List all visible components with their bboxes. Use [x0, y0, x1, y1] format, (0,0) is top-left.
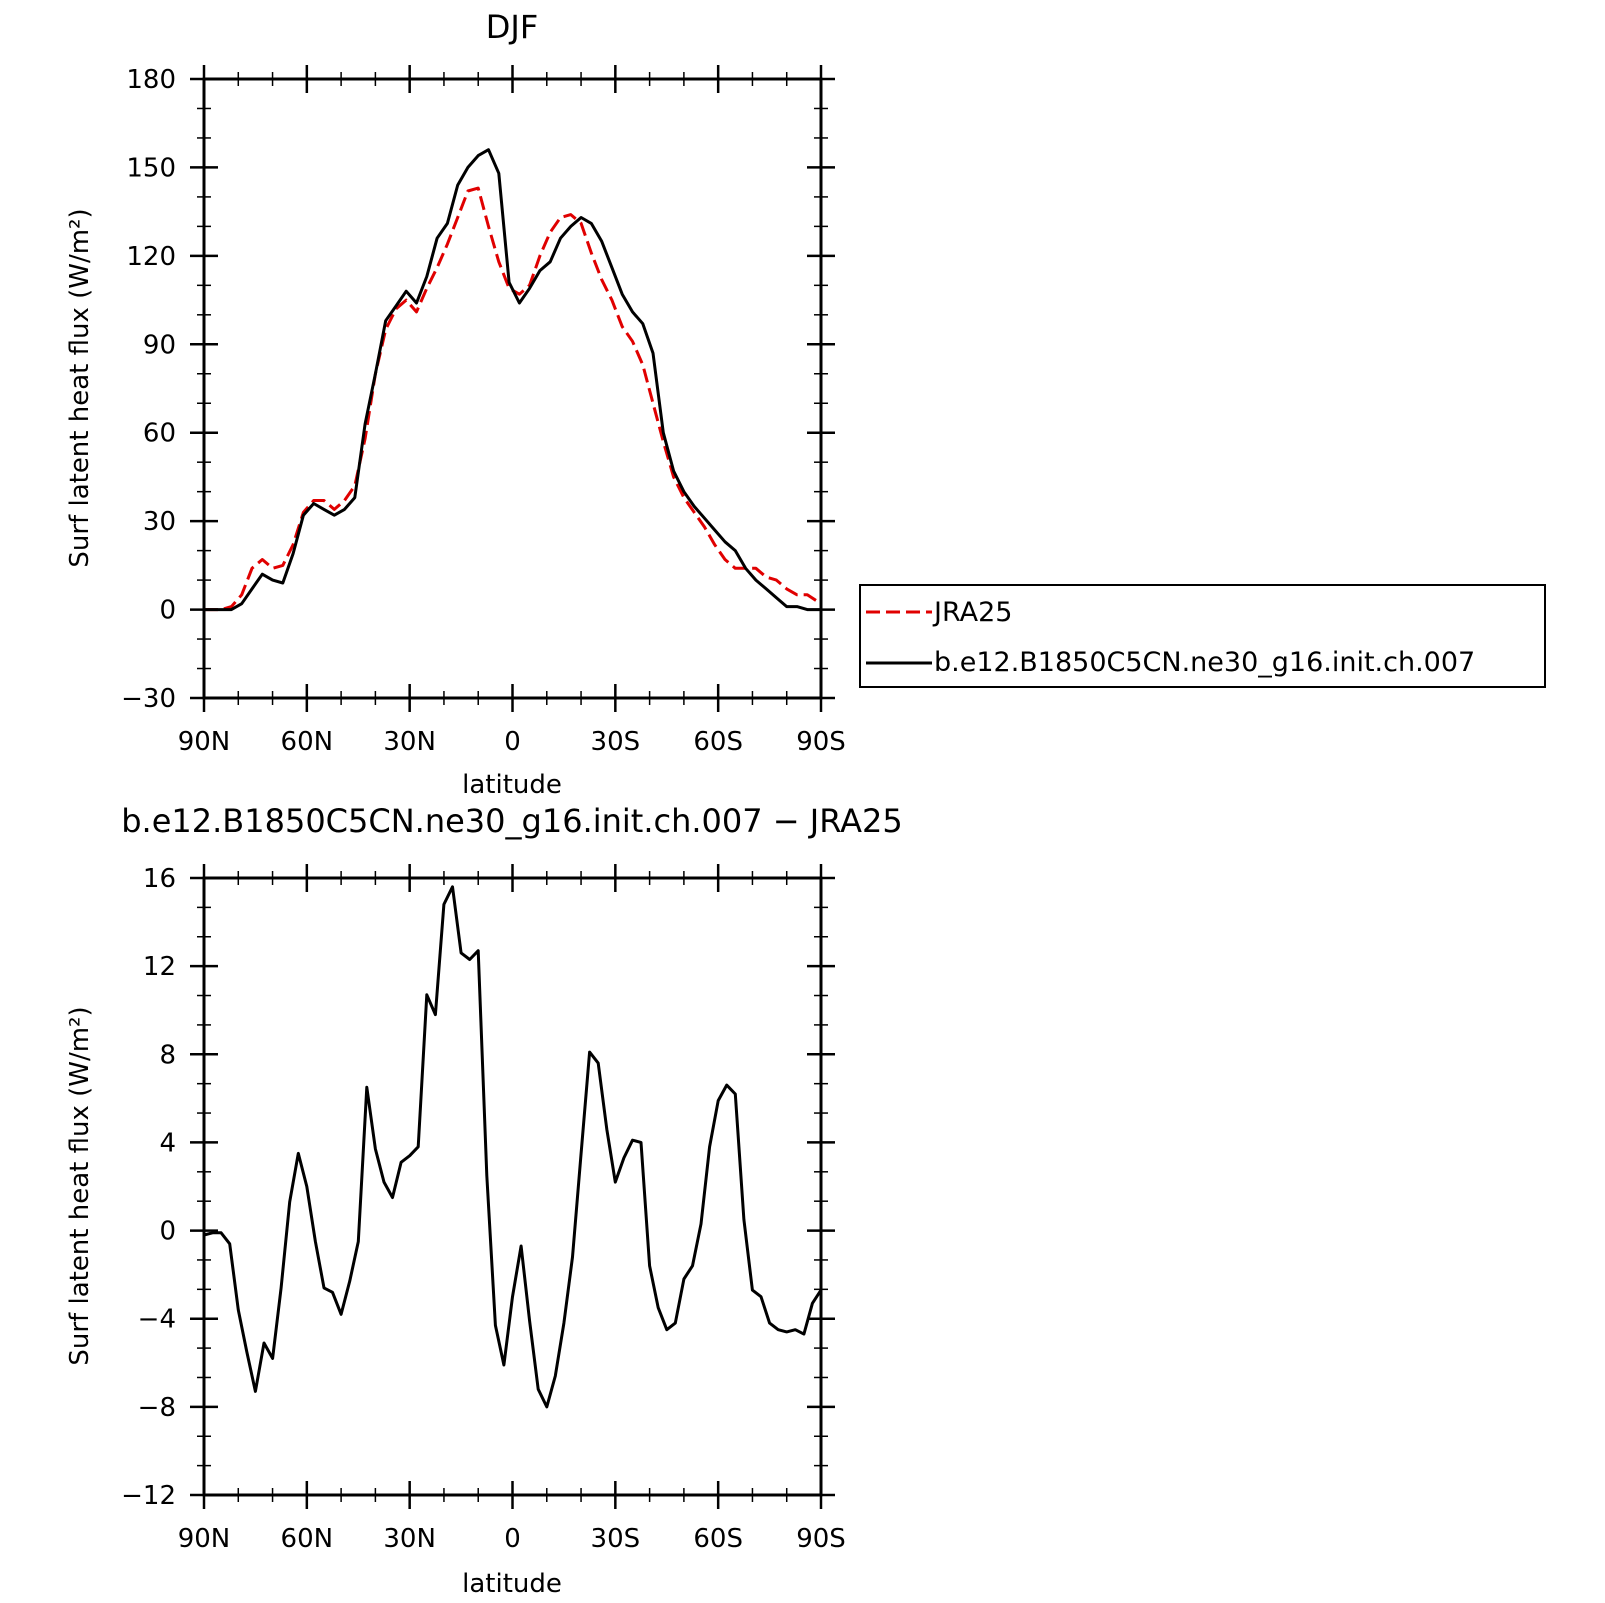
panel-bottom-x-tick-labels: 90N 60N 30N 0 30S 60S 90S: [178, 1524, 846, 1554]
panel-bottom-frame: [202, 876, 823, 1497]
panel-top-x-tick-label: 30N: [383, 727, 436, 757]
panel-top-y-tick-label: 180: [126, 65, 176, 95]
panel-bottom-x-tick-label: 30S: [591, 1524, 641, 1554]
panel-bottom-title: b.e12.B1850C5CN.ne30_g16.init.ch.007 − J…: [121, 802, 903, 840]
panel-top-y-tick-label: −30: [121, 684, 176, 714]
panel-top-y-tick-label: 120: [126, 242, 176, 272]
panel-bottom-y-tick-labels: −12 −8 −4 0 4 8 12 16: [121, 864, 176, 1511]
panel-top-y-tick-label: 0: [159, 596, 176, 626]
panel-top-y-tick-label: 60: [143, 419, 176, 449]
panel-bottom-ticks: [190, 864, 835, 1509]
panel-top-x-tick-labels: 90N 60N 30N 0 30S 60S 90S: [178, 727, 846, 757]
panel-top-x-tick-label: 90N: [178, 727, 231, 757]
panel-bottom-x-tick-label: 90S: [796, 1524, 846, 1554]
panel-bottom-y-tick-label: −4: [138, 1305, 176, 1335]
panel-bottom-x-tick-label: 0: [504, 1524, 521, 1554]
panel-top-x-tick-label: 90S: [796, 727, 846, 757]
panel-bottom-y-tick-label: −12: [121, 1481, 176, 1511]
panel-bottom-x-tick-label: 90N: [178, 1524, 231, 1554]
panel-top-y-axis-title: Surf latent heat flux (W/m²): [65, 208, 95, 567]
panel-top-title: DJF: [486, 8, 538, 46]
panel-bottom-x-tick-label: 30N: [383, 1524, 436, 1554]
panel-bottom-series-line-difference: [203, 885, 823, 1409]
panel-bottom-series: [203, 885, 823, 1409]
panel-top-series: [204, 148, 822, 612]
panel-bottom-y-tick-label: 16: [143, 864, 176, 894]
panel-top-y-tick-labels: −30 0 30 60 90 120 150 180: [121, 65, 176, 714]
legend: JRA25 b.e12.B1850C5CN.ne30_g16.init.ch.0…: [859, 584, 1546, 688]
panel-bottom-y-tick-label: 0: [159, 1217, 176, 1247]
panel-top-x-tick-label: 60S: [693, 727, 743, 757]
panel-bottom-y-tick-label: 12: [143, 952, 176, 982]
panel-bottom-y-tick-label: 8: [159, 1040, 176, 1070]
legend-box: [859, 584, 1546, 688]
panel-bottom-x-tick-label: 60S: [693, 1524, 743, 1554]
panel-top-x-tick-label: 0: [504, 727, 521, 757]
panel-bottom-y-tick-label: −8: [138, 1393, 176, 1423]
panel-top-ticks: [190, 65, 835, 712]
panel-top-series-line-b-e12-b1850c5cn-ne30-g16-init-ch-007: [204, 148, 821, 612]
panel-top-x-tick-label: 60N: [281, 727, 334, 757]
panel-top-x-tick-label: 30S: [591, 727, 641, 757]
panel-bottom-x-tick-label: 60N: [281, 1524, 334, 1554]
panel-bottom-x-axis-title: latitude: [462, 1569, 562, 1599]
panel-bottom-y-tick-label: 4: [159, 1128, 176, 1158]
panel-top-frame: [202, 77, 823, 700]
panel-top-y-tick-label: 30: [143, 507, 176, 537]
panel-top-x-axis-title: latitude: [462, 770, 562, 800]
panel-top-djf: DJF −30 0 30 60 90 120 150 180 90N 60N 30N 0 30S 60S…: [65, 8, 1546, 800]
panel-bottom-difference: b.e12.B1850C5CN.ne30_g16.init.ch.007 − J…: [65, 802, 903, 1599]
panel-top-y-tick-label: 90: [143, 330, 176, 360]
panel-top-y-tick-label: 150: [126, 153, 176, 183]
legend-label-jra25: JRA25: [932, 597, 1012, 628]
legend-label-model: b.e12.B1850C5CN.ne30_g16.init.ch.007: [934, 647, 1475, 678]
panel-bottom-y-axis-title: Surf latent heat flux (W/m²): [65, 1006, 95, 1365]
